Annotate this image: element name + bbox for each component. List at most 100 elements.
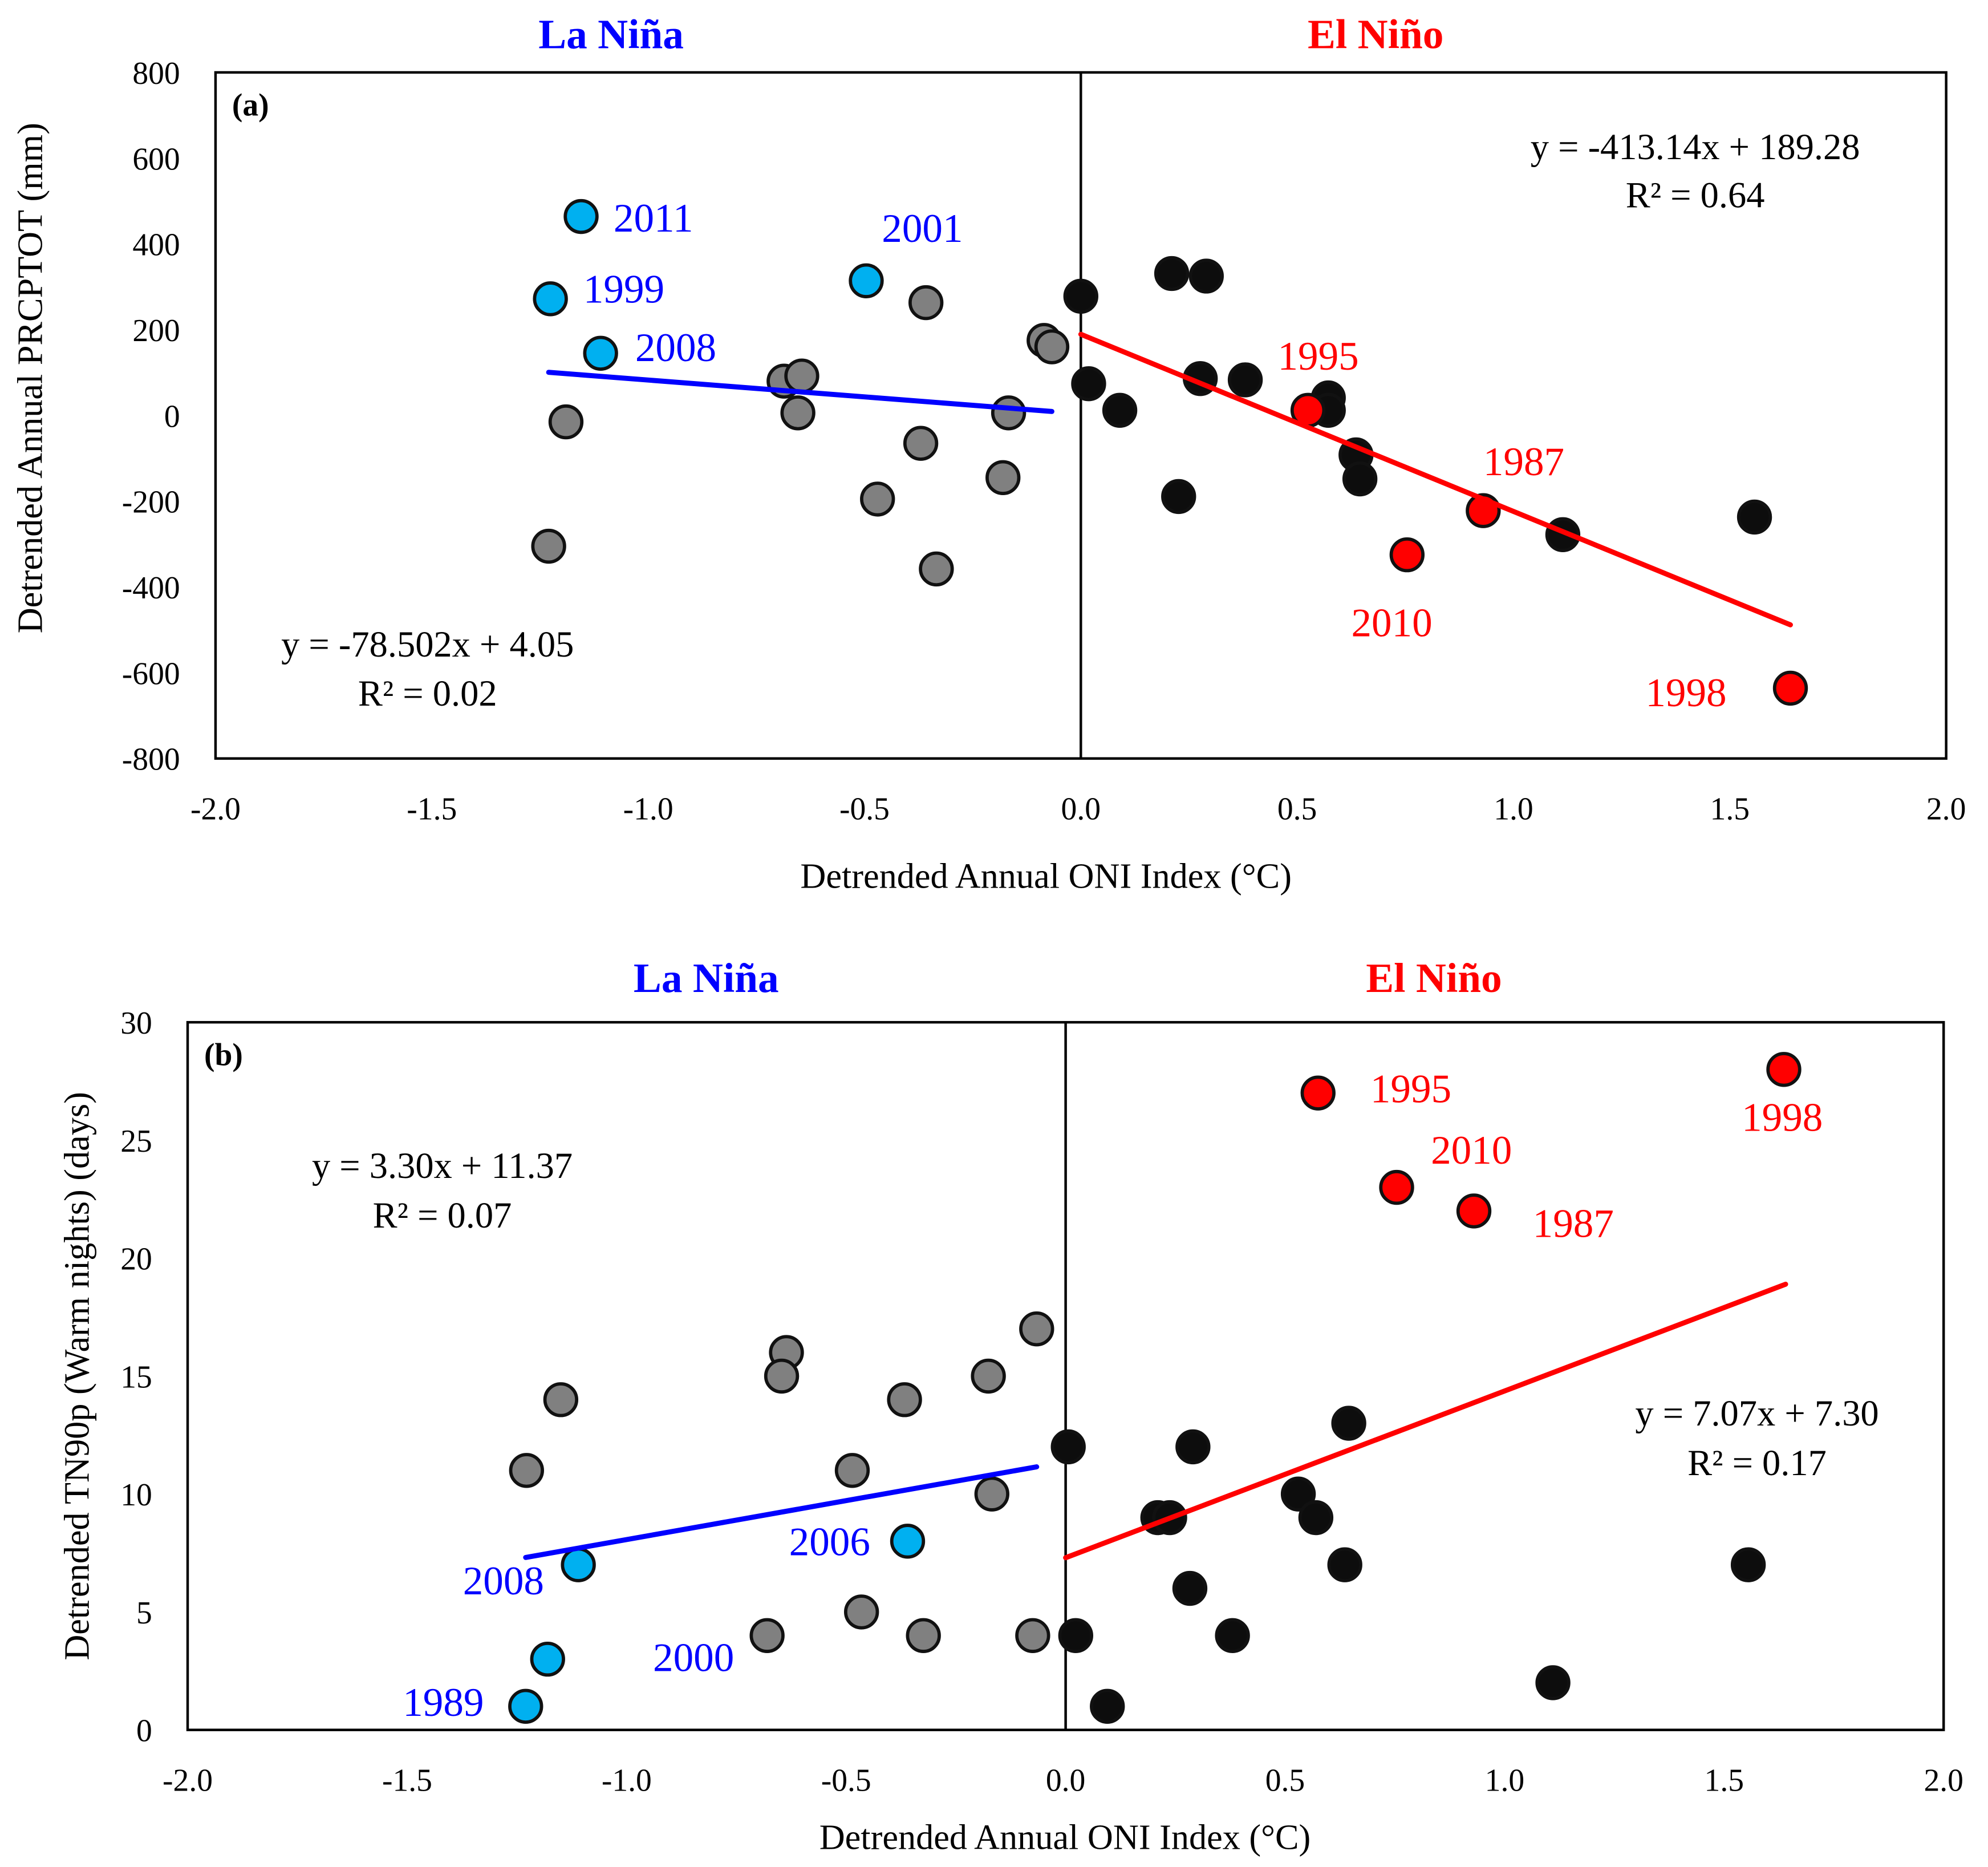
panel-a-data-point — [1034, 329, 1070, 365]
panel-a-x-tick-label: 2.0 — [1926, 791, 1966, 827]
panel-b-data-point — [974, 1476, 1009, 1512]
panel-a-y-tick-label: -400 — [122, 570, 180, 606]
panel-b-series-0 — [509, 1311, 1054, 1653]
panel-b-y-tick-label: 15 — [120, 1359, 152, 1395]
panel-a-data-point — [533, 281, 568, 317]
panel-a-data-point — [1161, 479, 1196, 515]
panel-b-x-tick-label: -1.0 — [602, 1763, 652, 1798]
panel-b-year-annotation: 1987 — [1533, 1201, 1614, 1246]
panel-a-data-point — [1772, 670, 1808, 706]
panel-a-year-annotation: 2008 — [635, 326, 716, 370]
panel-a-regression-equation: y = -413.14x + 189.28 — [1531, 127, 1860, 167]
panel-b-data-point — [971, 1358, 1006, 1394]
panel-b-r-squared: R² = 0.17 — [1687, 1443, 1827, 1483]
panel-a-data-point — [1154, 256, 1190, 291]
panel-a-data-point — [985, 460, 1021, 495]
panel-b-data-point — [1298, 1500, 1334, 1536]
panel-a-y-tick-label: -800 — [122, 742, 180, 777]
panel-b-r-squared: R² = 0.07 — [373, 1195, 512, 1236]
panel-b-la-nina-title: La Niña — [634, 955, 779, 1001]
panel-a-data-point — [903, 426, 939, 461]
panel-b-year-annotation: 1998 — [1742, 1095, 1823, 1140]
panel-b-el-nino-trendline — [1063, 1281, 1788, 1561]
panel-b-data-point — [1766, 1052, 1802, 1087]
panel-b-y-tick-label: 10 — [120, 1477, 152, 1513]
panel-b-data-point — [508, 1688, 543, 1724]
panel-b-y-tick-label: 0 — [136, 1714, 152, 1749]
panel-b-data-point — [1331, 1406, 1366, 1441]
panel-a-series-2 — [1063, 256, 1772, 552]
panel-b-data-point — [834, 1453, 870, 1488]
panel-a-data-point — [780, 395, 816, 431]
panel-b-series-3 — [1300, 1052, 1802, 1229]
panel-b-data-point — [1175, 1429, 1211, 1465]
panel-a-data-point — [1227, 362, 1263, 398]
panel-b-data-point — [1379, 1169, 1414, 1205]
panel-b-regression-equation: y = 7.07x + 7.30 — [1635, 1393, 1879, 1433]
panel-b-data-point — [509, 1453, 544, 1488]
panel-b-data-point — [890, 1524, 926, 1559]
panel-b-x-tick-label: 1.0 — [1485, 1763, 1524, 1798]
panel-a-y-tick-label: 800 — [132, 56, 180, 91]
panel-a-data-point — [991, 395, 1027, 431]
panel-b-data-point — [543, 1382, 579, 1418]
panel-b-x-tick-label: 1.5 — [1705, 1763, 1744, 1798]
panel-a-y-tick-label: 400 — [132, 228, 180, 263]
panel-a-data-point — [919, 551, 954, 587]
panel-b: -2.0 -1.5 -1.0 -0.5 0.0 0.5 1.0 1.5 2.0 30 25 20 15 1… — [120, 1006, 1963, 1798]
panel-a-x-tick-label: -1.5 — [407, 791, 457, 827]
panel-a-r-squared: R² = 0.02 — [358, 673, 497, 714]
panel-a-x-tick-label: -2.0 — [190, 791, 241, 827]
panel-b-data-point — [843, 1594, 879, 1630]
panel-b-year-annotation: 2008 — [463, 1559, 544, 1603]
panel-a-year-annotation: 1998 — [1645, 671, 1726, 715]
panel-a-year-annotation: 1987 — [1483, 440, 1564, 484]
panel-b-x-tick-label: 2.0 — [1924, 1763, 1963, 1798]
panel-b-panel-label: (b) — [204, 1038, 243, 1073]
panel-a-y-tick-label: 600 — [132, 141, 180, 177]
panel-b-data-point — [887, 1382, 922, 1418]
panel-a-data-point — [583, 335, 618, 371]
panel-b-data-point — [561, 1547, 596, 1582]
panel-b-y-tick-label: 25 — [120, 1124, 152, 1159]
panel-b-x-tick-label: 0.0 — [1046, 1763, 1085, 1798]
panel-a-r-squared: R² = 0.64 — [1626, 175, 1765, 216]
panel-a-data-point — [849, 263, 884, 298]
panel-b-y-tick-label: 20 — [120, 1242, 152, 1277]
panel-a-y-tick-label: -600 — [122, 656, 180, 691]
panel-a-data-point — [548, 404, 584, 440]
panel-b-series-2 — [1050, 1406, 1766, 1724]
panel-b-regression-equation: y = 3.30x + 11.37 — [312, 1145, 573, 1186]
panel-b-data-point — [1730, 1547, 1766, 1582]
panel-a-year-annotation: 2001 — [882, 206, 963, 251]
panel-b-year-annotation: 2010 — [1431, 1128, 1512, 1173]
panel-a-year-annotation: 1995 — [1277, 334, 1358, 379]
panel-a-y-tick-label: 200 — [132, 313, 180, 349]
panel-b-data-point — [1327, 1547, 1362, 1582]
panel-a-data-point — [563, 199, 599, 234]
panel-a-data-point — [531, 528, 566, 564]
panel-a-data-point — [784, 358, 819, 394]
panel-b-el-nino-title: El Niño — [1366, 955, 1502, 1001]
panel-a-x-tick-label: 0.0 — [1061, 791, 1101, 827]
panel-b-data-point — [1280, 1476, 1316, 1512]
panel-a-data-point — [860, 481, 895, 517]
panel-b-data-point — [1172, 1570, 1208, 1606]
panel-a-y-tick-label: -200 — [122, 485, 180, 520]
panel-a-x-tick-label: -0.5 — [839, 791, 890, 827]
panel-a-data-point — [1071, 366, 1106, 402]
panel-b-series-1 — [508, 1524, 926, 1724]
panel-a-year-annotation: 1999 — [583, 268, 664, 312]
panel-b-data-point — [764, 1358, 800, 1394]
panel-b-data-point — [1456, 1193, 1492, 1229]
panel-b-data-point — [1535, 1665, 1571, 1700]
panel-a-data-point — [1102, 392, 1138, 428]
panel-b-year-annotation: 2006 — [789, 1520, 870, 1565]
panel-a-year-annotation: 2010 — [1351, 601, 1432, 645]
panel-a-series-0 — [531, 285, 1070, 587]
panel-a-y-tick-label: 0 — [164, 399, 180, 434]
panel-b-data-point — [1019, 1311, 1054, 1347]
panel-a-x-tick-label: 1.5 — [1710, 791, 1750, 827]
panel-a-el-nino-title: El Niño — [1308, 11, 1444, 58]
panel-b-year-annotation: 1995 — [1370, 1067, 1451, 1112]
